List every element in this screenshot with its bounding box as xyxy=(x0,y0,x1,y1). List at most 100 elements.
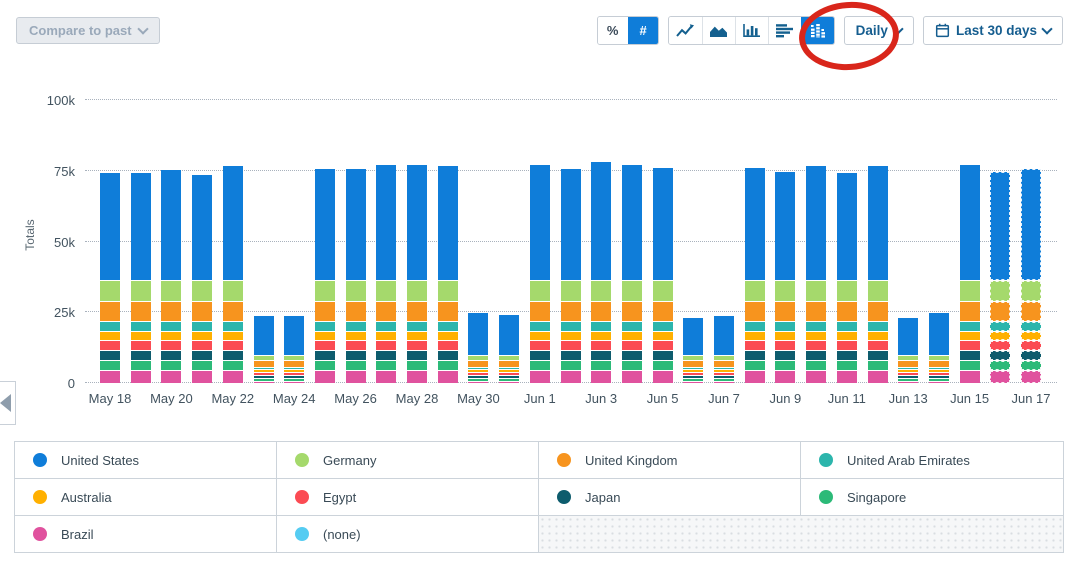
bar-segment xyxy=(1021,341,1041,350)
bar-may-27[interactable] xyxy=(376,164,397,383)
bar-may-18[interactable] xyxy=(100,172,120,383)
bar-may-21[interactable] xyxy=(192,174,213,383)
legend-item-brazil[interactable]: Brazil xyxy=(15,516,277,552)
bar-segment xyxy=(161,280,182,302)
bar-may-29[interactable] xyxy=(437,165,458,383)
legend-item-united-kingdom[interactable]: United Kingdom xyxy=(539,442,801,479)
x-tick-label: May 28 xyxy=(395,391,439,406)
bar-segment xyxy=(376,322,397,331)
chevron-down-icon xyxy=(1041,22,1053,35)
collapse-panel-button[interactable] xyxy=(0,381,16,425)
bar-may-22[interactable] xyxy=(222,165,243,383)
stacked-bar-chart: 0 25k 50k 75k 100k May 18 May 20 May 22 May 24 Ma… xyxy=(47,93,1057,406)
bar-segment xyxy=(284,378,305,381)
bar-segment xyxy=(437,322,458,331)
bar-segment xyxy=(407,322,427,331)
bar-jun-10[interactable] xyxy=(806,165,827,383)
horizontal-stacked-bar-button[interactable] xyxy=(767,17,801,44)
legend-item-singapore[interactable]: Singapore xyxy=(801,479,1063,516)
bar-may-24[interactable] xyxy=(284,315,305,383)
bar-jun-1[interactable] xyxy=(529,164,550,383)
bar-segment xyxy=(806,302,827,322)
bar-segment xyxy=(560,322,581,331)
bar-segment xyxy=(990,370,1011,383)
area-chart-button[interactable] xyxy=(701,17,735,44)
bar-segment xyxy=(744,360,765,370)
bar-jun-7[interactable] xyxy=(714,315,734,383)
bar-may-23[interactable] xyxy=(253,315,274,383)
bar-segment xyxy=(806,350,827,360)
line-chart-button[interactable] xyxy=(668,17,702,44)
bar-may-31[interactable] xyxy=(499,314,520,383)
bar-segment xyxy=(222,350,243,360)
bar-segment xyxy=(437,331,458,340)
bar-jun-5[interactable] xyxy=(652,167,673,383)
bar-segment xyxy=(161,302,182,322)
legend-label: Germany xyxy=(323,452,377,468)
compare-to-past-button[interactable]: Compare to past xyxy=(16,17,160,44)
bar-may-25[interactable] xyxy=(314,168,335,383)
bar-may-26[interactable] xyxy=(345,168,366,383)
bar-segment xyxy=(683,317,704,355)
legend-item-united-states[interactable]: United States xyxy=(15,442,277,479)
percent-toggle-button[interactable]: % xyxy=(597,17,628,44)
bar-jun-6[interactable] xyxy=(683,317,704,383)
bar-segment xyxy=(560,168,581,280)
bar-may-28[interactable] xyxy=(407,164,427,383)
bar-segment xyxy=(591,280,612,302)
bar-segment xyxy=(253,361,274,367)
bar-segment xyxy=(714,370,734,372)
bar-jun-17[interactable] xyxy=(1021,168,1041,383)
bar-jun-8[interactable] xyxy=(744,167,765,383)
bar-segment xyxy=(683,372,704,375)
bar-segment xyxy=(714,372,734,375)
bar-segment xyxy=(898,361,919,367)
bar-segment xyxy=(437,350,458,360)
bar-segment xyxy=(591,322,612,331)
bar-may-30[interactable] xyxy=(468,312,489,383)
bar-jun-13[interactable] xyxy=(898,317,919,383)
bar-segment xyxy=(867,280,888,302)
bar-jun-11[interactable] xyxy=(836,172,857,383)
bar-jun-12[interactable] xyxy=(867,165,888,383)
bar-segment xyxy=(468,370,489,372)
y-tick-label: 25k xyxy=(54,305,75,321)
count-toggle-button[interactable]: # xyxy=(627,17,658,44)
bar-segment xyxy=(192,360,213,370)
date-range-label: Last 30 days xyxy=(955,23,1037,38)
bar-segment xyxy=(744,322,765,331)
legend-item-united-arab-emirates[interactable]: United Arab Emirates xyxy=(801,442,1063,479)
interval-dropdown[interactable]: Daily xyxy=(843,16,914,45)
bar-segment xyxy=(130,302,151,322)
bar-segment xyxy=(591,331,612,340)
bar-segment xyxy=(806,331,827,340)
bar-segment xyxy=(683,378,704,381)
bar-segment xyxy=(560,302,581,322)
bar-jun-14[interactable] xyxy=(928,312,949,383)
legend-item-japan[interactable]: Japan xyxy=(539,479,801,516)
bar-segment xyxy=(499,314,520,355)
bar-chart-button[interactable] xyxy=(734,17,768,44)
bar-jun-4[interactable] xyxy=(621,164,642,383)
date-range-dropdown[interactable]: Last 30 days xyxy=(922,16,1063,45)
bar-jun-16[interactable] xyxy=(990,171,1011,383)
bar-segment xyxy=(468,372,489,375)
stacked-column-button[interactable] xyxy=(800,17,834,44)
bar-jun-2[interactable] xyxy=(560,168,581,383)
bar-segment xyxy=(806,322,827,331)
bar-may-19[interactable] xyxy=(130,172,151,383)
bar-may-20[interactable] xyxy=(161,169,182,383)
legend-item-egypt[interactable]: Egypt xyxy=(277,479,539,516)
bar-segment xyxy=(284,361,305,367)
chart-toolbar: % # Daily Last 30 days xyxy=(596,16,1063,45)
chevron-down-icon xyxy=(892,22,904,35)
bar-segment xyxy=(867,360,888,370)
bar-jun-15[interactable] xyxy=(959,164,980,383)
bar-jun-3[interactable] xyxy=(591,161,612,383)
legend-item-none[interactable]: (none) xyxy=(277,516,539,552)
bar-segment xyxy=(959,370,980,383)
legend-item-australia[interactable]: Australia xyxy=(15,479,277,516)
bar-segment xyxy=(775,360,796,370)
bar-jun-9[interactable] xyxy=(775,171,796,383)
legend-item-germany[interactable]: Germany xyxy=(277,442,539,479)
